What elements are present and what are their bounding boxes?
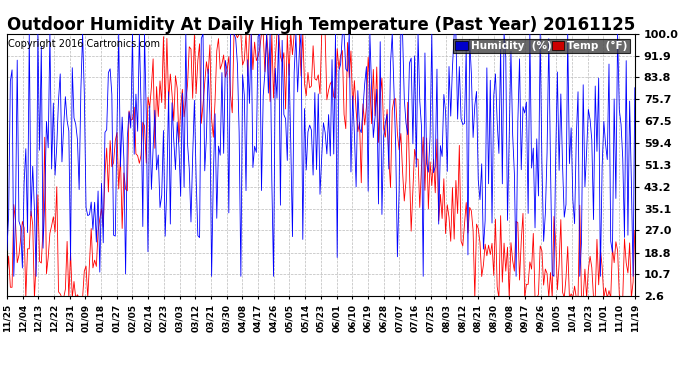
Title: Outdoor Humidity At Daily High Temperature (Past Year) 20161125: Outdoor Humidity At Daily High Temperatu…: [7, 16, 635, 34]
Text: Copyright 2016 Cartronics.com: Copyright 2016 Cartronics.com: [8, 39, 160, 49]
Legend: Humidity  (%), Temp  (°F): Humidity (%), Temp (°F): [453, 39, 629, 53]
